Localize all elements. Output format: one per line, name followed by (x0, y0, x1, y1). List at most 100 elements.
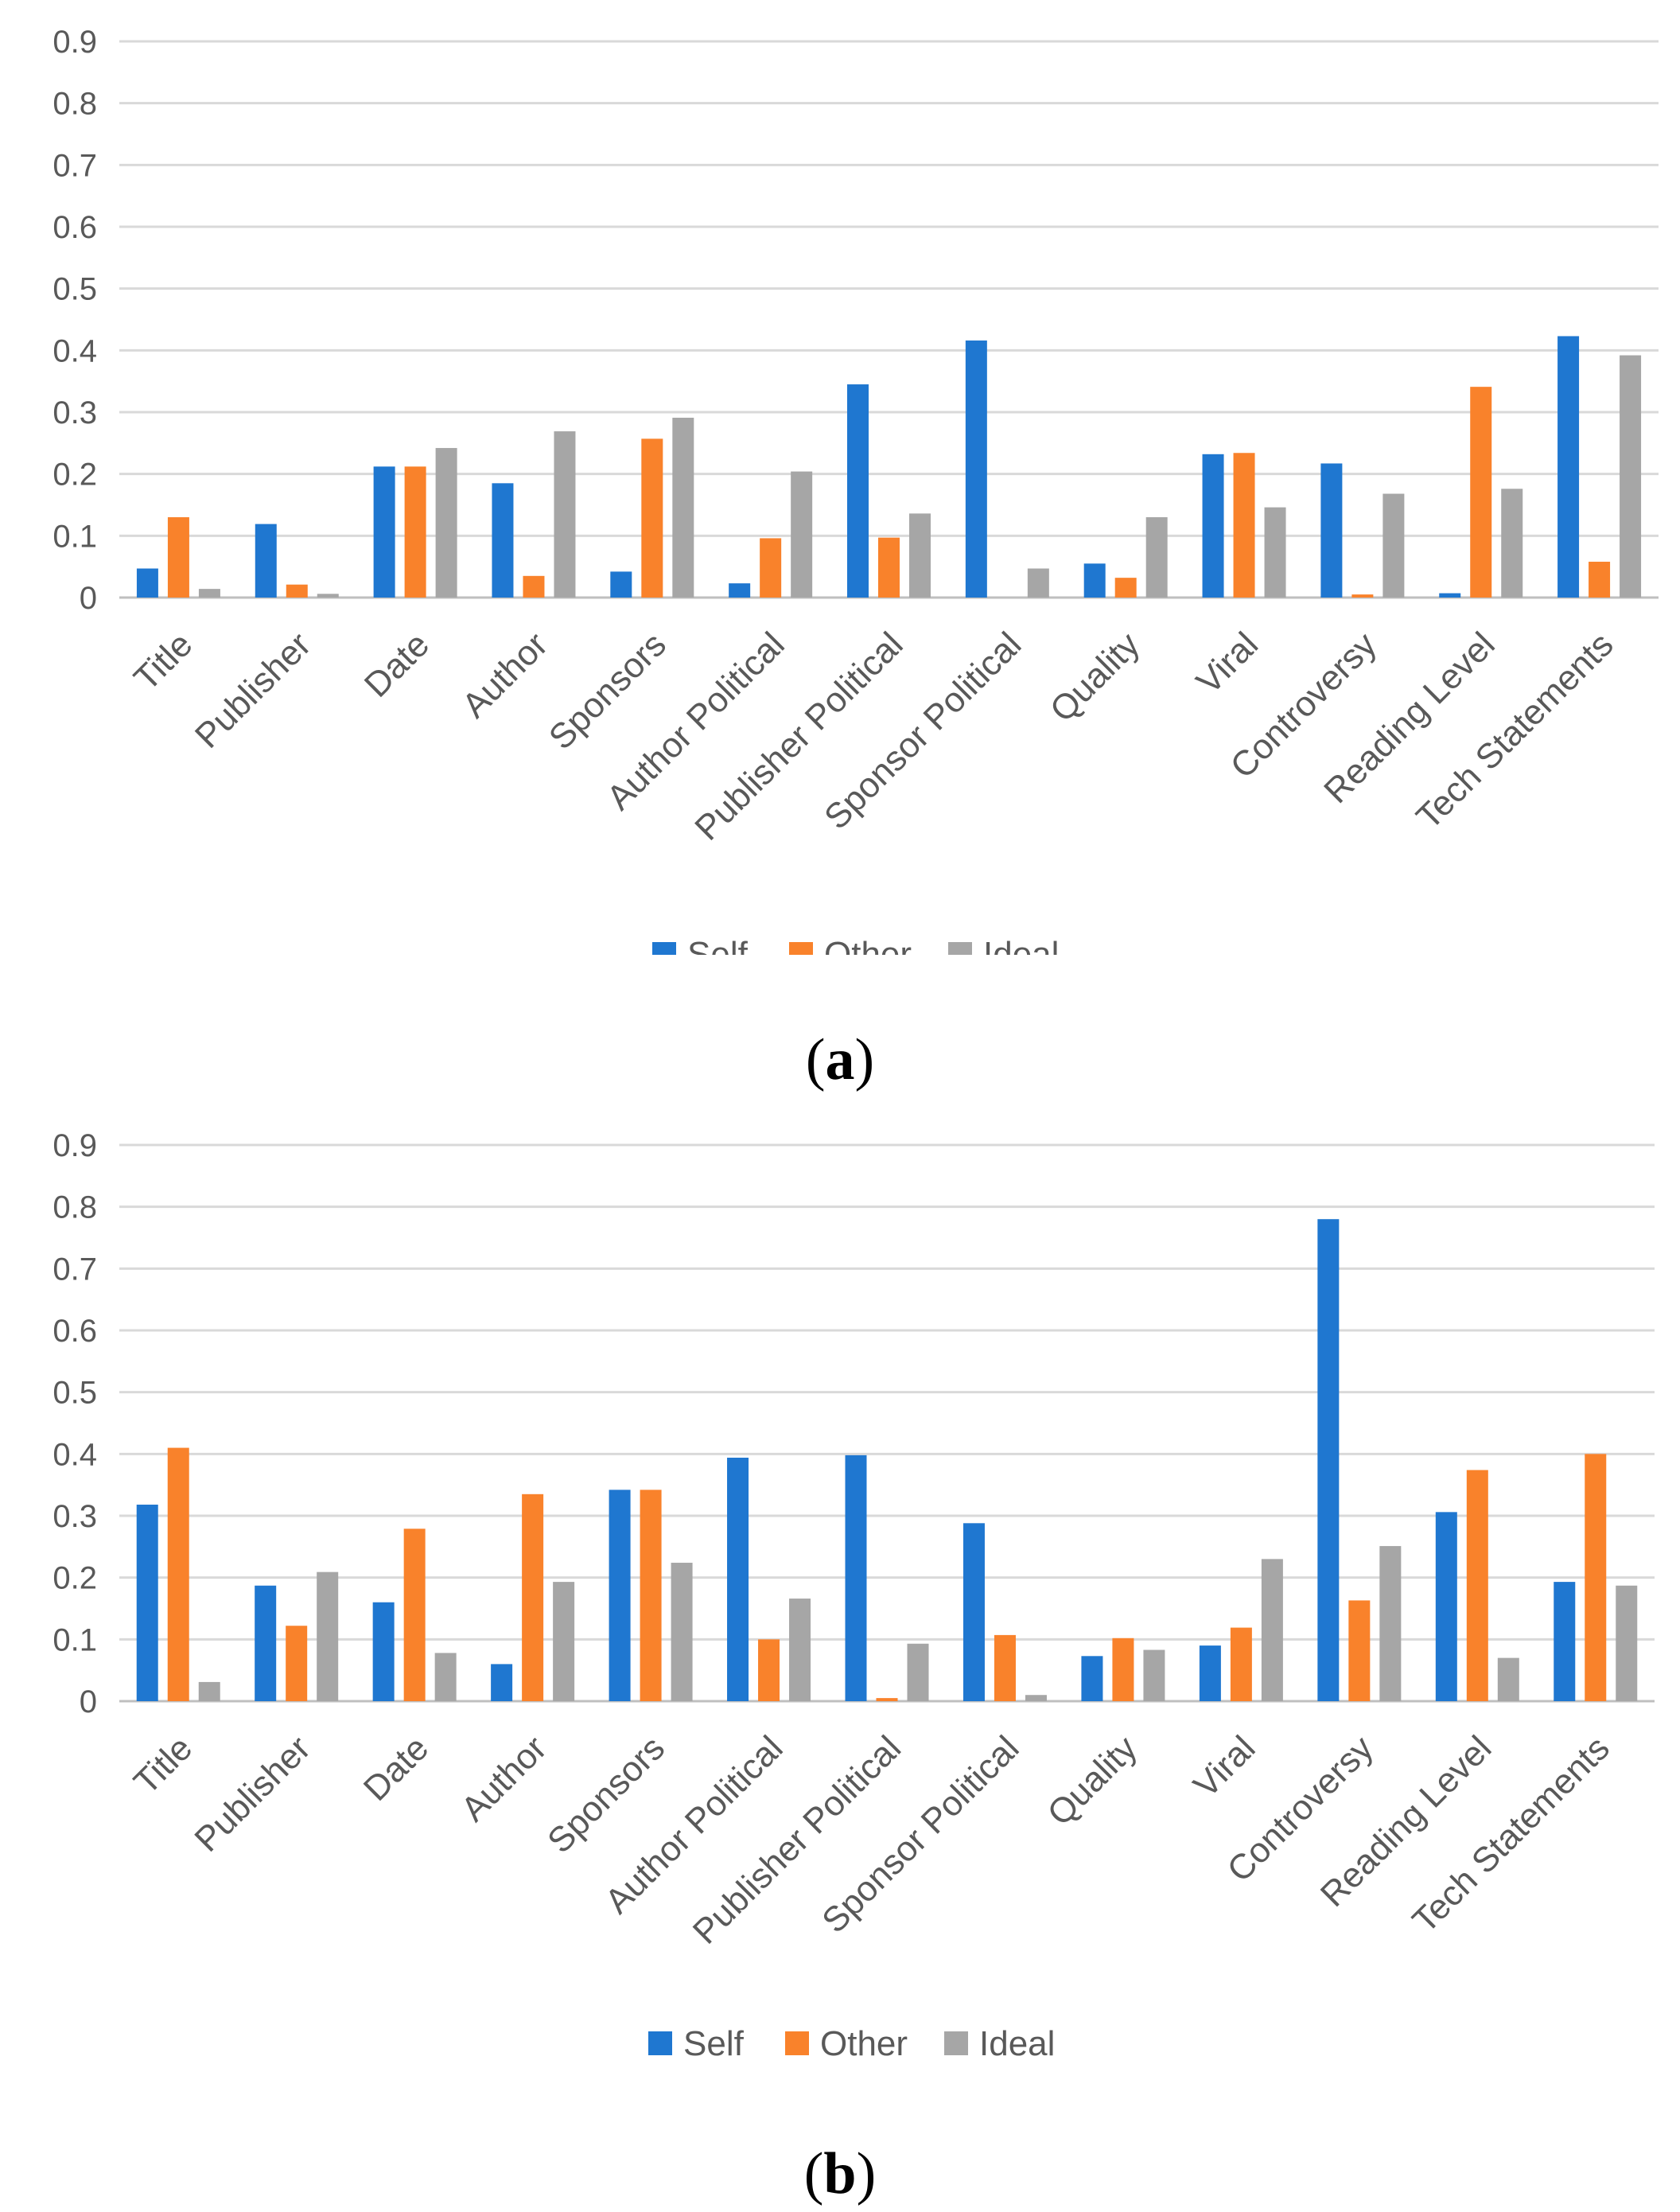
bar-other (167, 517, 189, 598)
x-category-label: Viral (1186, 1728, 1262, 1805)
x-category-label: Sponsor Political (815, 1728, 1026, 1940)
x-category-label: Publisher (188, 625, 318, 755)
caption-a-letter: a (825, 1027, 855, 1092)
bar-self (1554, 1582, 1576, 1701)
legend-label-ideal: Ideal (979, 2024, 1055, 2063)
bar-ideal (434, 1653, 457, 1701)
legend-swatch-self (648, 2031, 672, 2055)
x-category-label: Viral (1189, 625, 1266, 701)
bar-ideal (1025, 1695, 1047, 1701)
bar-ideal (1027, 568, 1049, 598)
y-tick-label: 0.1 (52, 519, 97, 554)
bar-other (522, 1493, 544, 1701)
x-category-label: Tech Statements (1409, 625, 1620, 836)
legend-swatch-other (789, 942, 813, 955)
bar-ideal (317, 594, 339, 598)
bar-self (136, 568, 158, 598)
y-tick-label: 0.5 (52, 1376, 97, 1411)
bar-other (878, 537, 900, 598)
bar-self (492, 483, 514, 598)
caption-a: (a) (805, 1027, 875, 1092)
x-category-label: Publisher (187, 1728, 317, 1859)
bar-self (845, 1455, 867, 1701)
y-tick-label: 0.4 (52, 1437, 97, 1472)
bar-ideal (1382, 493, 1405, 598)
bar-other (1589, 561, 1611, 598)
y-tick-label: 0 (80, 581, 97, 616)
bar-ideal (198, 589, 220, 598)
bar-other (1470, 387, 1492, 598)
chart-panel-b: 0 0.1 0.2 0.3 0.4 0.5 0.6 0.7 0.8 0.9 Title Publish… (0, 1106, 1680, 2212)
bar-ideal (1143, 1649, 1165, 1701)
bar-ideal (1620, 355, 1642, 598)
legend-swatch-self (652, 942, 676, 955)
bar-other (1585, 1454, 1607, 1701)
bar-self (1081, 1656, 1103, 1701)
bar-ideal (1264, 507, 1286, 598)
bar-ideal (435, 448, 457, 598)
x-category-label: Tech Statements (1405, 1728, 1616, 1940)
bar-ideal (1501, 489, 1523, 598)
bar-chart-a: 00.10.20.30.40.50.60.70.80.9TitlePublish… (52, 25, 1659, 955)
bar-self (136, 1505, 158, 1701)
legend-label-ideal: Ideal (983, 935, 1059, 955)
legend-swatch-other (785, 2031, 809, 2055)
bar-other (286, 1626, 308, 1701)
y-tick-label: 0.9 (52, 1128, 97, 1163)
x-category-label: Publisher Political (687, 625, 910, 847)
bar-chart-b: 00.10.20.30.40.50.60.70.80.9TitlePublish… (52, 1128, 1655, 2063)
bar-ideal (553, 1582, 575, 1701)
bar-self (1439, 593, 1461, 598)
bar-ideal (672, 417, 694, 598)
bar-other (994, 1634, 1016, 1701)
bar-other (641, 438, 663, 598)
y-tick-label: 0.8 (52, 1190, 97, 1225)
bar-self (491, 1664, 513, 1701)
bar-ideal (1616, 1585, 1638, 1701)
bar-other (1351, 594, 1374, 598)
y-tick-label: 0.5 (52, 272, 97, 307)
bar-ideal (791, 471, 813, 598)
x-category-label: Date (356, 1728, 436, 1808)
bar-ideal (907, 1643, 929, 1701)
x-category-label: Sponsor Political (817, 625, 1029, 836)
bar-self (727, 1457, 749, 1701)
bar-self (609, 1490, 631, 1701)
x-category-label: Publisher Political (686, 1728, 908, 1951)
bar-ideal (1497, 1657, 1519, 1701)
bar-other (1466, 1470, 1488, 1701)
bar-self (1317, 1219, 1340, 1701)
caption-b: (b) (803, 2141, 877, 2206)
y-tick-label: 0.7 (52, 148, 97, 183)
y-tick-label: 0.8 (52, 87, 97, 122)
bar-ideal (198, 1681, 220, 1701)
bar-other (403, 1529, 426, 1701)
bar-other (523, 575, 545, 598)
bar-self (255, 1585, 277, 1701)
bar-self (610, 571, 632, 598)
bar-other (1348, 1600, 1371, 1701)
bar-self (372, 1602, 395, 1701)
legend-swatch-ideal (948, 942, 972, 955)
bar-self (1199, 1645, 1221, 1701)
y-tick-label: 0.2 (52, 1561, 97, 1596)
legend-label-self: Self (683, 2024, 745, 2063)
caption-b-letter: b (823, 2141, 857, 2206)
bar-self (1558, 336, 1580, 598)
bar-ideal (1145, 517, 1168, 598)
bar-other (640, 1490, 662, 1701)
bar-other (760, 538, 782, 598)
bar-self (965, 340, 987, 598)
legend-label-other: Other (820, 2024, 908, 2063)
bar-self (1320, 463, 1343, 598)
bar-other (1112, 1638, 1134, 1701)
bar-other (876, 1698, 898, 1701)
bar-ideal (1379, 1546, 1402, 1701)
legend-label-other: Other (824, 935, 912, 955)
bar-other (404, 466, 426, 598)
x-category-label: Author (455, 625, 555, 725)
x-category-label: Title (126, 1728, 200, 1801)
x-category-label: Title (126, 625, 200, 698)
bar-other (1233, 453, 1255, 598)
y-tick-label: 0.7 (52, 1252, 97, 1287)
